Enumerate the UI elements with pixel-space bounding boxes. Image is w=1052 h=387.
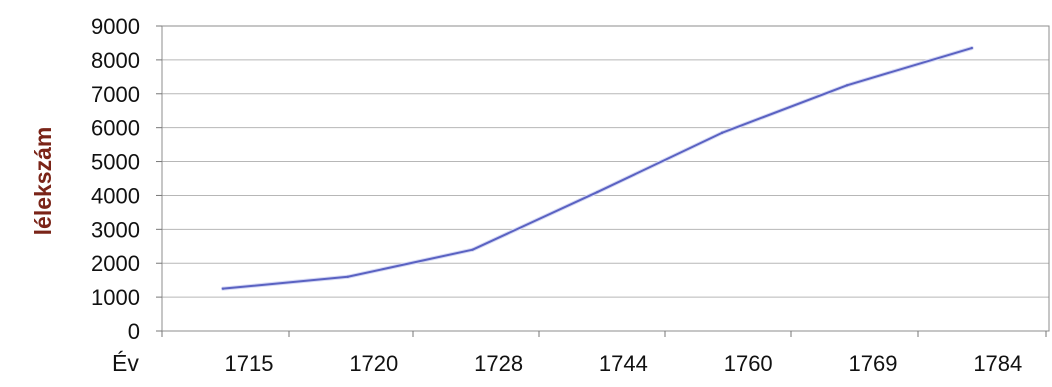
data-point [471,248,474,251]
y-tick-label: 2000 [91,251,140,276]
x-tick-label: 1760 [724,351,773,376]
y-tick-label: 1000 [91,285,140,310]
data-point [346,275,349,278]
x-axis-ticks [161,331,1047,337]
x-tick-label: 1720 [349,351,398,376]
data-point [970,46,973,50]
data-point [221,287,225,290]
data-point [721,131,724,134]
plot-area-border [161,25,1050,332]
series-layer [221,46,974,291]
y-tick-label: 8000 [91,48,140,73]
y-axis-ticks [156,25,162,332]
x-tick-label: 1744 [599,351,648,376]
x-tick-label: 1784 [973,351,1022,376]
y-tick-label: 5000 [91,150,140,175]
y-tick-label: 7000 [91,82,140,107]
x-axis-prefix: Év [112,350,139,376]
x-tick-label: 1728 [474,351,523,376]
y-tick-label: 3000 [91,217,140,242]
series-line-highlight [221,46,974,291]
x-tick-label: 1769 [849,351,898,376]
data-point [596,190,599,194]
y-tick-label: 6000 [91,116,140,141]
labels-layer: 0 1000 2000 3000 4000 5000 6000 7000 8000 9000 171… [91,14,1022,376]
data-point [845,84,849,87]
x-tick-label: 1715 [225,351,274,376]
y-tick-label: 0 [128,319,140,344]
y-tick-label: 4000 [91,183,140,208]
y-axis-title: lélekszám [30,127,56,236]
y-tick-label: 9000 [91,14,140,39]
series-line [222,47,973,290]
